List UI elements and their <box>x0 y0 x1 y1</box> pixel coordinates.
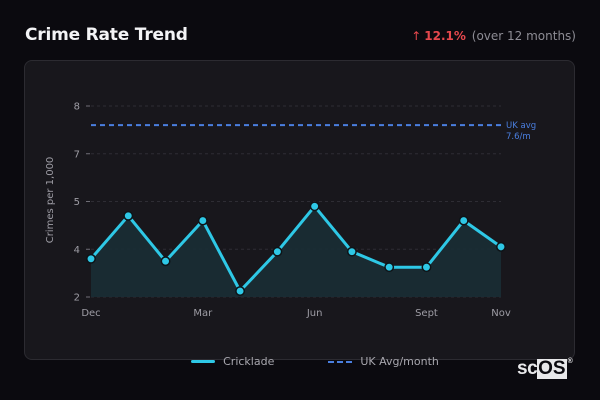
svg-text:Mar: Mar <box>193 308 213 319</box>
legend-item-uk-average[interactable]: UK Avg/month <box>328 355 439 368</box>
data-point-aug[interactable] <box>384 262 395 273</box>
svg-text:8: 8 <box>74 102 80 113</box>
y-axis-label: Crimes per 1,000 <box>45 157 56 244</box>
data-point-nov[interactable] <box>496 241 506 252</box>
svg-text:2: 2 <box>74 293 80 304</box>
svg-text:Nov: Nov <box>491 308 511 319</box>
legend-item-cricklade[interactable]: Cricklade <box>191 355 274 368</box>
page-title: Crime Rate Trend <box>25 25 188 45</box>
svg-text:Sept: Sept <box>415 308 438 319</box>
data-point-mar[interactable] <box>197 215 208 226</box>
svg-text:Jun: Jun <box>306 308 323 319</box>
change-period: (over 12 months) <box>471 29 576 43</box>
x-axis: Dec Mar Jun Sept Nov <box>81 308 511 319</box>
svg-text:5: 5 <box>74 197 80 208</box>
data-point-dec[interactable] <box>86 253 96 264</box>
change-percent: 12.1% <box>424 29 466 43</box>
uk-average-annotation-line2: 7.6/m <box>506 132 531 142</box>
data-point-oct[interactable] <box>458 215 469 226</box>
legend-label-uk-average: UK Avg/month <box>360 355 439 368</box>
y-axis: 8 7 5 4 2 <box>74 102 90 304</box>
chart-panel <box>24 60 575 360</box>
data-point-feb[interactable] <box>160 256 171 267</box>
data-point-apr[interactable] <box>235 286 246 296</box>
data-point-sept[interactable] <box>421 262 432 273</box>
data-point-jul[interactable] <box>346 246 357 257</box>
series-line-cricklade <box>89 204 502 293</box>
data-point-jan[interactable] <box>123 210 134 221</box>
svg-text:7: 7 <box>74 149 80 160</box>
scos-logo: sc OS ® <box>517 358 573 379</box>
chart-legend: Cricklade UK Avg/month <box>0 355 600 368</box>
data-point-jun[interactable] <box>309 201 320 212</box>
uk-average-annotation-line1: UK avg <box>506 121 536 131</box>
trend-change-summary: ↑ 12.1% (over 12 months) <box>411 29 576 43</box>
dashed-line-swatch-icon <box>328 360 353 363</box>
series-area <box>91 206 501 297</box>
arrow-up-icon: ↑ <box>411 29 422 43</box>
solid-line-swatch-icon <box>191 360 216 363</box>
data-point-may[interactable] <box>272 246 283 257</box>
series-points <box>86 201 506 296</box>
legend-label-cricklade: Cricklade <box>223 355 275 368</box>
svg-text:Dec: Dec <box>81 308 100 319</box>
svg-text:4: 4 <box>74 245 80 256</box>
